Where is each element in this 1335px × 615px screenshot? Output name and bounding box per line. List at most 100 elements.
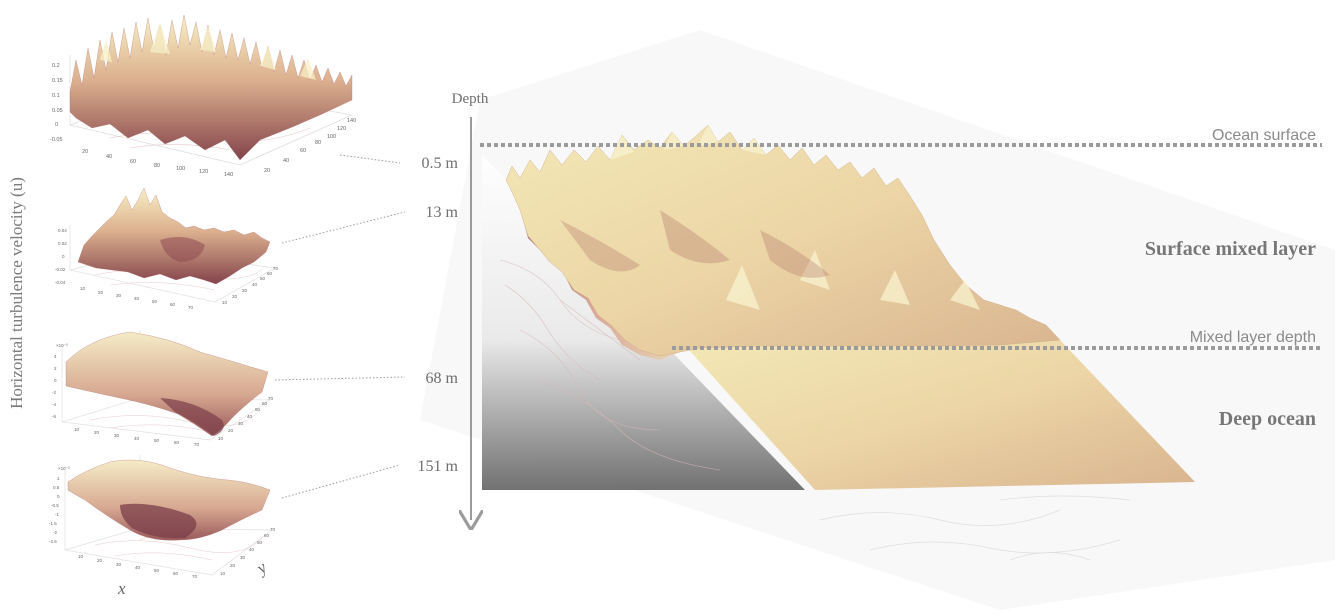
panel-13m-y-tick: 10 <box>222 300 228 305</box>
panel-151m-x-tick: 30 <box>116 562 122 567</box>
leader-13m <box>281 211 406 244</box>
panel-68m-x-tick: 40 <box>134 436 140 441</box>
panel-13m-x-tick: 20 <box>98 290 104 295</box>
depth-axis-title: Depth <box>452 91 489 107</box>
panel-0.5m-y-tick: 80 <box>315 140 321 146</box>
panel-0.5m-x-tick: 20 <box>82 149 88 155</box>
panel-13m-z-tick: -0.04 <box>55 280 66 285</box>
panel-68m-z-tick: 2 <box>54 366 57 371</box>
panel-13m-x-tick: 30 <box>116 293 122 298</box>
panel-68m-y-tick: 30 <box>238 421 244 426</box>
panel-0.5m-z-tick: 0.05 <box>52 108 63 114</box>
panel-68m-x-tick: 70 <box>194 442 200 447</box>
panel-68m-y-tick: 70 <box>268 396 274 401</box>
panel-151m-z-exp: ×10⁻³ <box>58 466 70 471</box>
panel-0.5m-z-tick: -0.05 <box>50 137 63 143</box>
panel-68m-x-tick: 10 <box>74 427 80 432</box>
panel-151m-z-tick: -1 <box>55 512 59 517</box>
panel-13m-x-tick: 60 <box>170 302 176 307</box>
panel-13m-surface <box>77 187 271 285</box>
panel-68m-x-tick: 30 <box>114 433 120 438</box>
panel-68m-x-tick: 20 <box>94 430 100 435</box>
panel-151m-y-tick: 20 <box>230 563 236 568</box>
panel-13m-x-tick: 50 <box>152 299 158 304</box>
panel-13m-z-tick: 0 <box>62 254 65 259</box>
panel-151m-y-ticks: 10 20 30 40 50 60 70 <box>220 527 276 576</box>
panel-0.5m-z-tick: 0.2 <box>52 63 60 69</box>
panel-0.5m-x-tick: 100 <box>176 166 185 172</box>
panel-13m-y-tick: 30 <box>242 288 248 293</box>
panel-13m-y-tick: 20 <box>232 294 238 299</box>
panel-151m-x-tick: 70 <box>192 574 198 579</box>
panel-0.5m-z-ticks: 0.2 0.15 0.1 0.05 0 -0.05 <box>50 63 63 143</box>
depth-tick-label: 0.5 m <box>422 155 459 172</box>
panel-13m-z-tick: 0.04 <box>58 228 67 233</box>
panel-0.5m-x-tick: 80 <box>154 163 160 169</box>
panel-151m: ×10⁻³ 1 0.5 0 -0.5 -1 -1.5 -2 -2.5 10 20… <box>49 455 276 598</box>
panel-0.5m-x-tick: 60 <box>130 159 136 165</box>
panel-68m-y-tick: 10 <box>218 436 224 441</box>
panel-0.5m-x-ticks: 20 40 60 80 100 120 140 <box>82 149 233 178</box>
panel-151m-x-tick: 10 <box>78 554 84 559</box>
panel-13m-y-ticks: 10 20 30 40 50 60 70 <box>222 266 279 305</box>
panel-151m-z-tick: -1.5 <box>49 521 57 526</box>
panel-151m-z-tick: 0.5 <box>53 485 60 490</box>
panel-151m-y-tick: 50 <box>257 540 263 545</box>
panel-0.5m-x-tick: 120 <box>199 169 208 175</box>
panel-0.5m-y-tick: 60 <box>300 148 306 154</box>
leader-lines <box>274 154 406 499</box>
panel-151m-z-tick: -2.5 <box>49 539 57 544</box>
panel-13m-y-tick: 50 <box>260 276 266 281</box>
panel-68m-z-tick: -6 <box>52 414 56 419</box>
panel-151m-trough <box>120 503 197 539</box>
y-axis-name: y <box>251 558 270 579</box>
panel-13m-z-ticks: 0.04 0.02 0 -0.02 -0.04 <box>55 228 67 285</box>
panel-151m-y-tick: 70 <box>270 527 276 532</box>
panel-68m-trough <box>160 398 224 436</box>
panel-13m-z-tick: 0.02 <box>58 241 67 246</box>
panel-151m-x-tick: 60 <box>173 571 179 576</box>
panel-68m-y-tick: 20 <box>228 428 234 433</box>
floor-contours <box>819 495 1131 561</box>
panel-68m-x-ticks: 10 20 30 40 50 60 70 <box>74 427 200 447</box>
panel-68m-x-tick: 60 <box>174 440 180 445</box>
side-face-contours <box>499 259 721 471</box>
panel-151m-y-tick: 60 <box>264 533 270 538</box>
panel-151m-x-tick: 40 <box>135 565 141 570</box>
panel-13m-y-tick: 60 <box>267 271 273 276</box>
panel-0.5m-y-tick: 140 <box>347 118 356 124</box>
deep-ocean-label: Deep ocean <box>1219 408 1316 430</box>
surface-shadows <box>560 210 830 278</box>
mixed-layer-depth-label: Mixed layer depth <box>1190 329 1316 346</box>
leader-151m <box>281 464 401 499</box>
panel-68m: ×10⁻³ 4 2 0 -2 -4 -6 10 20 30 40 50 60 7… <box>52 330 274 447</box>
panel-13m-x-tick: 10 <box>80 286 86 291</box>
panel-0.5m-y-tick: 40 <box>283 158 289 164</box>
panel-0.5m-z-tick: 0.1 <box>52 93 60 99</box>
panel-151m-z-tick: -0.5 <box>51 503 59 508</box>
panel-151m-x-tick: 20 <box>97 558 103 563</box>
panel-0.5m-y-tick: 100 <box>327 134 336 140</box>
panel-68m-contours <box>89 409 261 433</box>
depth-tick-label: 68 m <box>426 370 459 387</box>
panel-13m-dark-trough <box>160 236 205 262</box>
surface-mixed-layer-label: Surface mixed layer <box>1145 238 1316 260</box>
layer-markers: Ocean surface Surface mixed layer Mixed … <box>480 127 1322 430</box>
ocean-surface-label: Ocean surface <box>1212 127 1316 144</box>
panel-151m-y-tick: 30 <box>240 555 246 560</box>
depth-tick-label: 13 m <box>426 204 459 221</box>
panel-13m-x-ticks: 10 20 30 40 50 60 70 <box>80 286 194 310</box>
panel-68m-z-tick: 0 <box>54 378 57 383</box>
panel-68m-z-tick: 4 <box>54 354 57 359</box>
panel-13m-z-tick: -0.02 <box>55 267 66 272</box>
panel-151m-y-tick: 40 <box>249 547 255 552</box>
y-axis-label: Horizontal turbulence velocity (u) <box>7 177 26 409</box>
panel-13m-y-tick: 40 <box>252 282 258 287</box>
panel-68m-surface <box>65 331 269 437</box>
panel-151m-x-ticks: 10 20 30 40 50 60 70 <box>78 554 198 579</box>
leader-0.5m <box>339 154 401 164</box>
depth-tick-label: 151 m <box>418 458 459 475</box>
main-block <box>482 124 1195 561</box>
panel-13m: 0.04 0.02 0 -0.02 -0.04 10 20 30 40 50 6… <box>55 187 279 310</box>
